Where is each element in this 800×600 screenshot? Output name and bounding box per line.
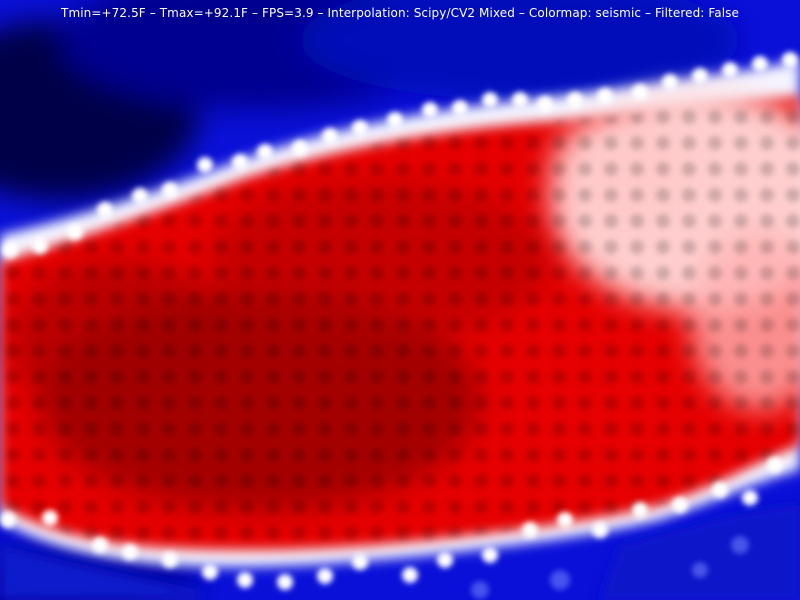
separator: – [514, 6, 529, 20]
fps-readout: FPS=3.9 [262, 6, 314, 20]
filtered-readout: Filtered: False [655, 6, 739, 20]
tmax-readout: Tmax=+92.1F [159, 6, 249, 20]
separator: – [248, 6, 262, 20]
separator: – [313, 6, 328, 20]
status-overlay: Tmin=+72.5F – Tmax=+92.1F – FPS=3.9 – In… [0, 5, 800, 21]
separator: – [145, 6, 160, 20]
interpolation-readout: Interpolation: Scipy/CV2 Mixed [327, 6, 515, 20]
tmin-readout: Tmin=+72.5F [61, 6, 146, 20]
separator: – [641, 6, 656, 20]
colormap-readout: Colormap: seismic [528, 6, 642, 20]
